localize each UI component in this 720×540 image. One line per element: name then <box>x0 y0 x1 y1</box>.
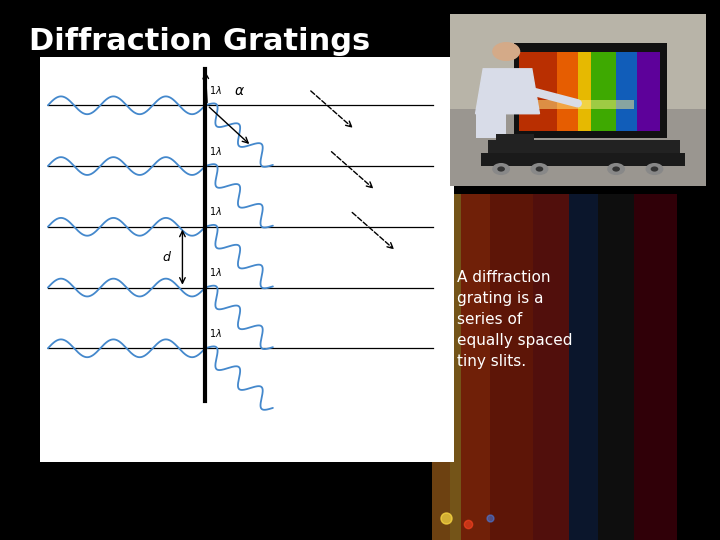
Bar <box>450 194 461 540</box>
Polygon shape <box>475 69 539 114</box>
Circle shape <box>492 42 521 61</box>
Circle shape <box>651 166 658 172</box>
Bar <box>533 194 569 540</box>
Bar <box>577 51 590 131</box>
Bar <box>634 194 677 540</box>
Circle shape <box>612 166 620 172</box>
Bar <box>519 51 557 131</box>
Bar <box>432 194 450 540</box>
Text: $1\lambda$: $1\lambda$ <box>209 145 222 157</box>
Circle shape <box>498 166 505 172</box>
Bar <box>461 194 490 540</box>
Circle shape <box>646 163 663 175</box>
Text: $1\lambda$: $1\lambda$ <box>209 266 222 278</box>
Text: $1\lambda$: $1\lambda$ <box>209 84 222 96</box>
Bar <box>616 51 636 131</box>
Bar <box>519 100 634 109</box>
Text: $\alpha$: $\alpha$ <box>234 84 245 98</box>
Bar <box>450 109 706 186</box>
Bar <box>557 51 577 131</box>
Bar <box>636 51 660 131</box>
Text: d: d <box>162 251 170 264</box>
Text: Diffraction Gratings: Diffraction Gratings <box>29 27 370 56</box>
Bar <box>488 140 680 155</box>
Bar <box>481 153 685 166</box>
Bar <box>569 194 598 540</box>
Bar <box>496 134 534 149</box>
Bar <box>514 43 667 138</box>
Bar <box>490 194 533 540</box>
Bar <box>475 110 506 138</box>
Text: $1\lambda$: $1\lambda$ <box>209 205 222 218</box>
Text: A diffraction
grating is a
series of
equally spaced
tiny slits.: A diffraction grating is a series of equ… <box>457 270 572 369</box>
Circle shape <box>607 163 625 175</box>
Bar <box>40 57 454 462</box>
Circle shape <box>492 163 510 175</box>
Text: $1\lambda$: $1\lambda$ <box>209 327 222 339</box>
Circle shape <box>531 163 549 175</box>
Bar <box>598 194 634 540</box>
Bar <box>590 51 616 131</box>
Circle shape <box>536 166 544 172</box>
